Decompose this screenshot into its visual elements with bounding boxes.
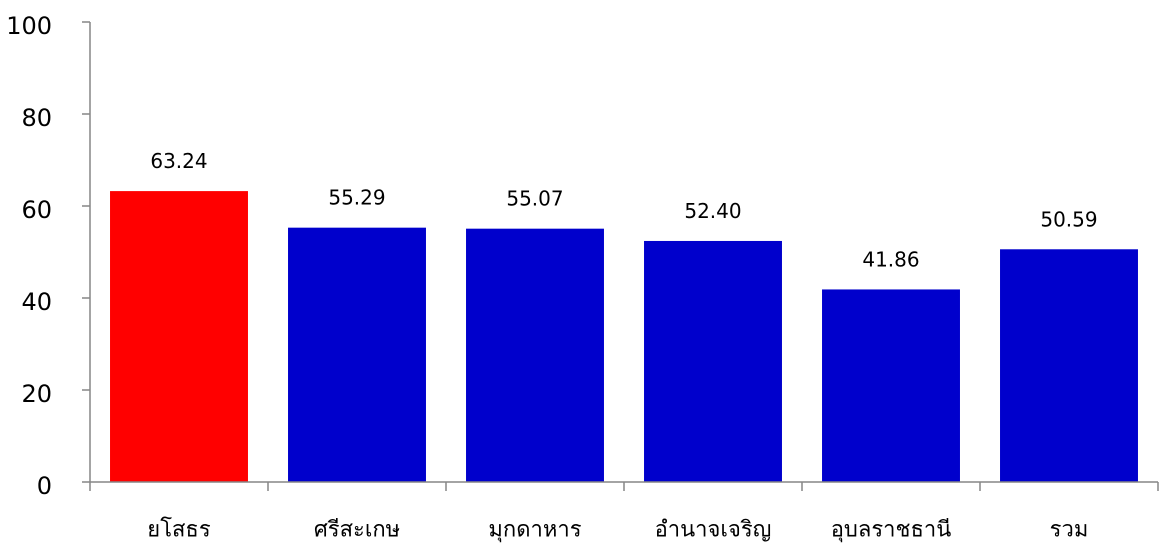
x-tick-label-3: มุกดาหาร (488, 518, 581, 543)
data-label-1: 63.24 (150, 149, 207, 173)
y-tick-label-2: 20 (21, 380, 52, 408)
x-tick-label-4: อำนาจเจริญ (655, 518, 772, 543)
y-axis: 0 20 40 60 80 100 (6, 12, 91, 500)
data-labels: 63.24 55.29 55.07 52.40 41.86 50.59 (150, 149, 1097, 271)
y-tick-label-6: 100 (6, 12, 52, 40)
bar-5 (822, 289, 960, 482)
y-tick-label-1: 0 (37, 472, 52, 500)
y-tick-label-3: 40 (21, 288, 52, 316)
data-label-6: 50.59 (1040, 207, 1097, 231)
data-label-5: 41.86 (862, 247, 919, 271)
x-tick-label-5: อุบลราชธานี (831, 518, 952, 543)
data-label-3: 55.07 (506, 187, 563, 211)
x-tick-label-6: รวม (1050, 518, 1089, 543)
bar-1 (110, 191, 248, 482)
bar-4 (644, 240, 782, 482)
bar-6 (1000, 249, 1138, 482)
bar-3 (466, 228, 604, 482)
bars (110, 191, 1138, 482)
y-tick-label-5: 80 (21, 104, 52, 132)
y-tick-label-4: 60 (21, 196, 52, 224)
data-label-4: 52.40 (684, 199, 741, 223)
x-tick-label-2: ศรีสะเกษ (314, 518, 400, 543)
bar-2 (288, 227, 426, 482)
x-tick-label-1: ยโสธร (147, 517, 211, 543)
data-label-2: 55.29 (328, 186, 385, 210)
x-axis: ยโสธร ศรีสะเกษ มุกดาหาร อำนาจเจริญ อุบลราชธา… (89, 481, 1159, 543)
